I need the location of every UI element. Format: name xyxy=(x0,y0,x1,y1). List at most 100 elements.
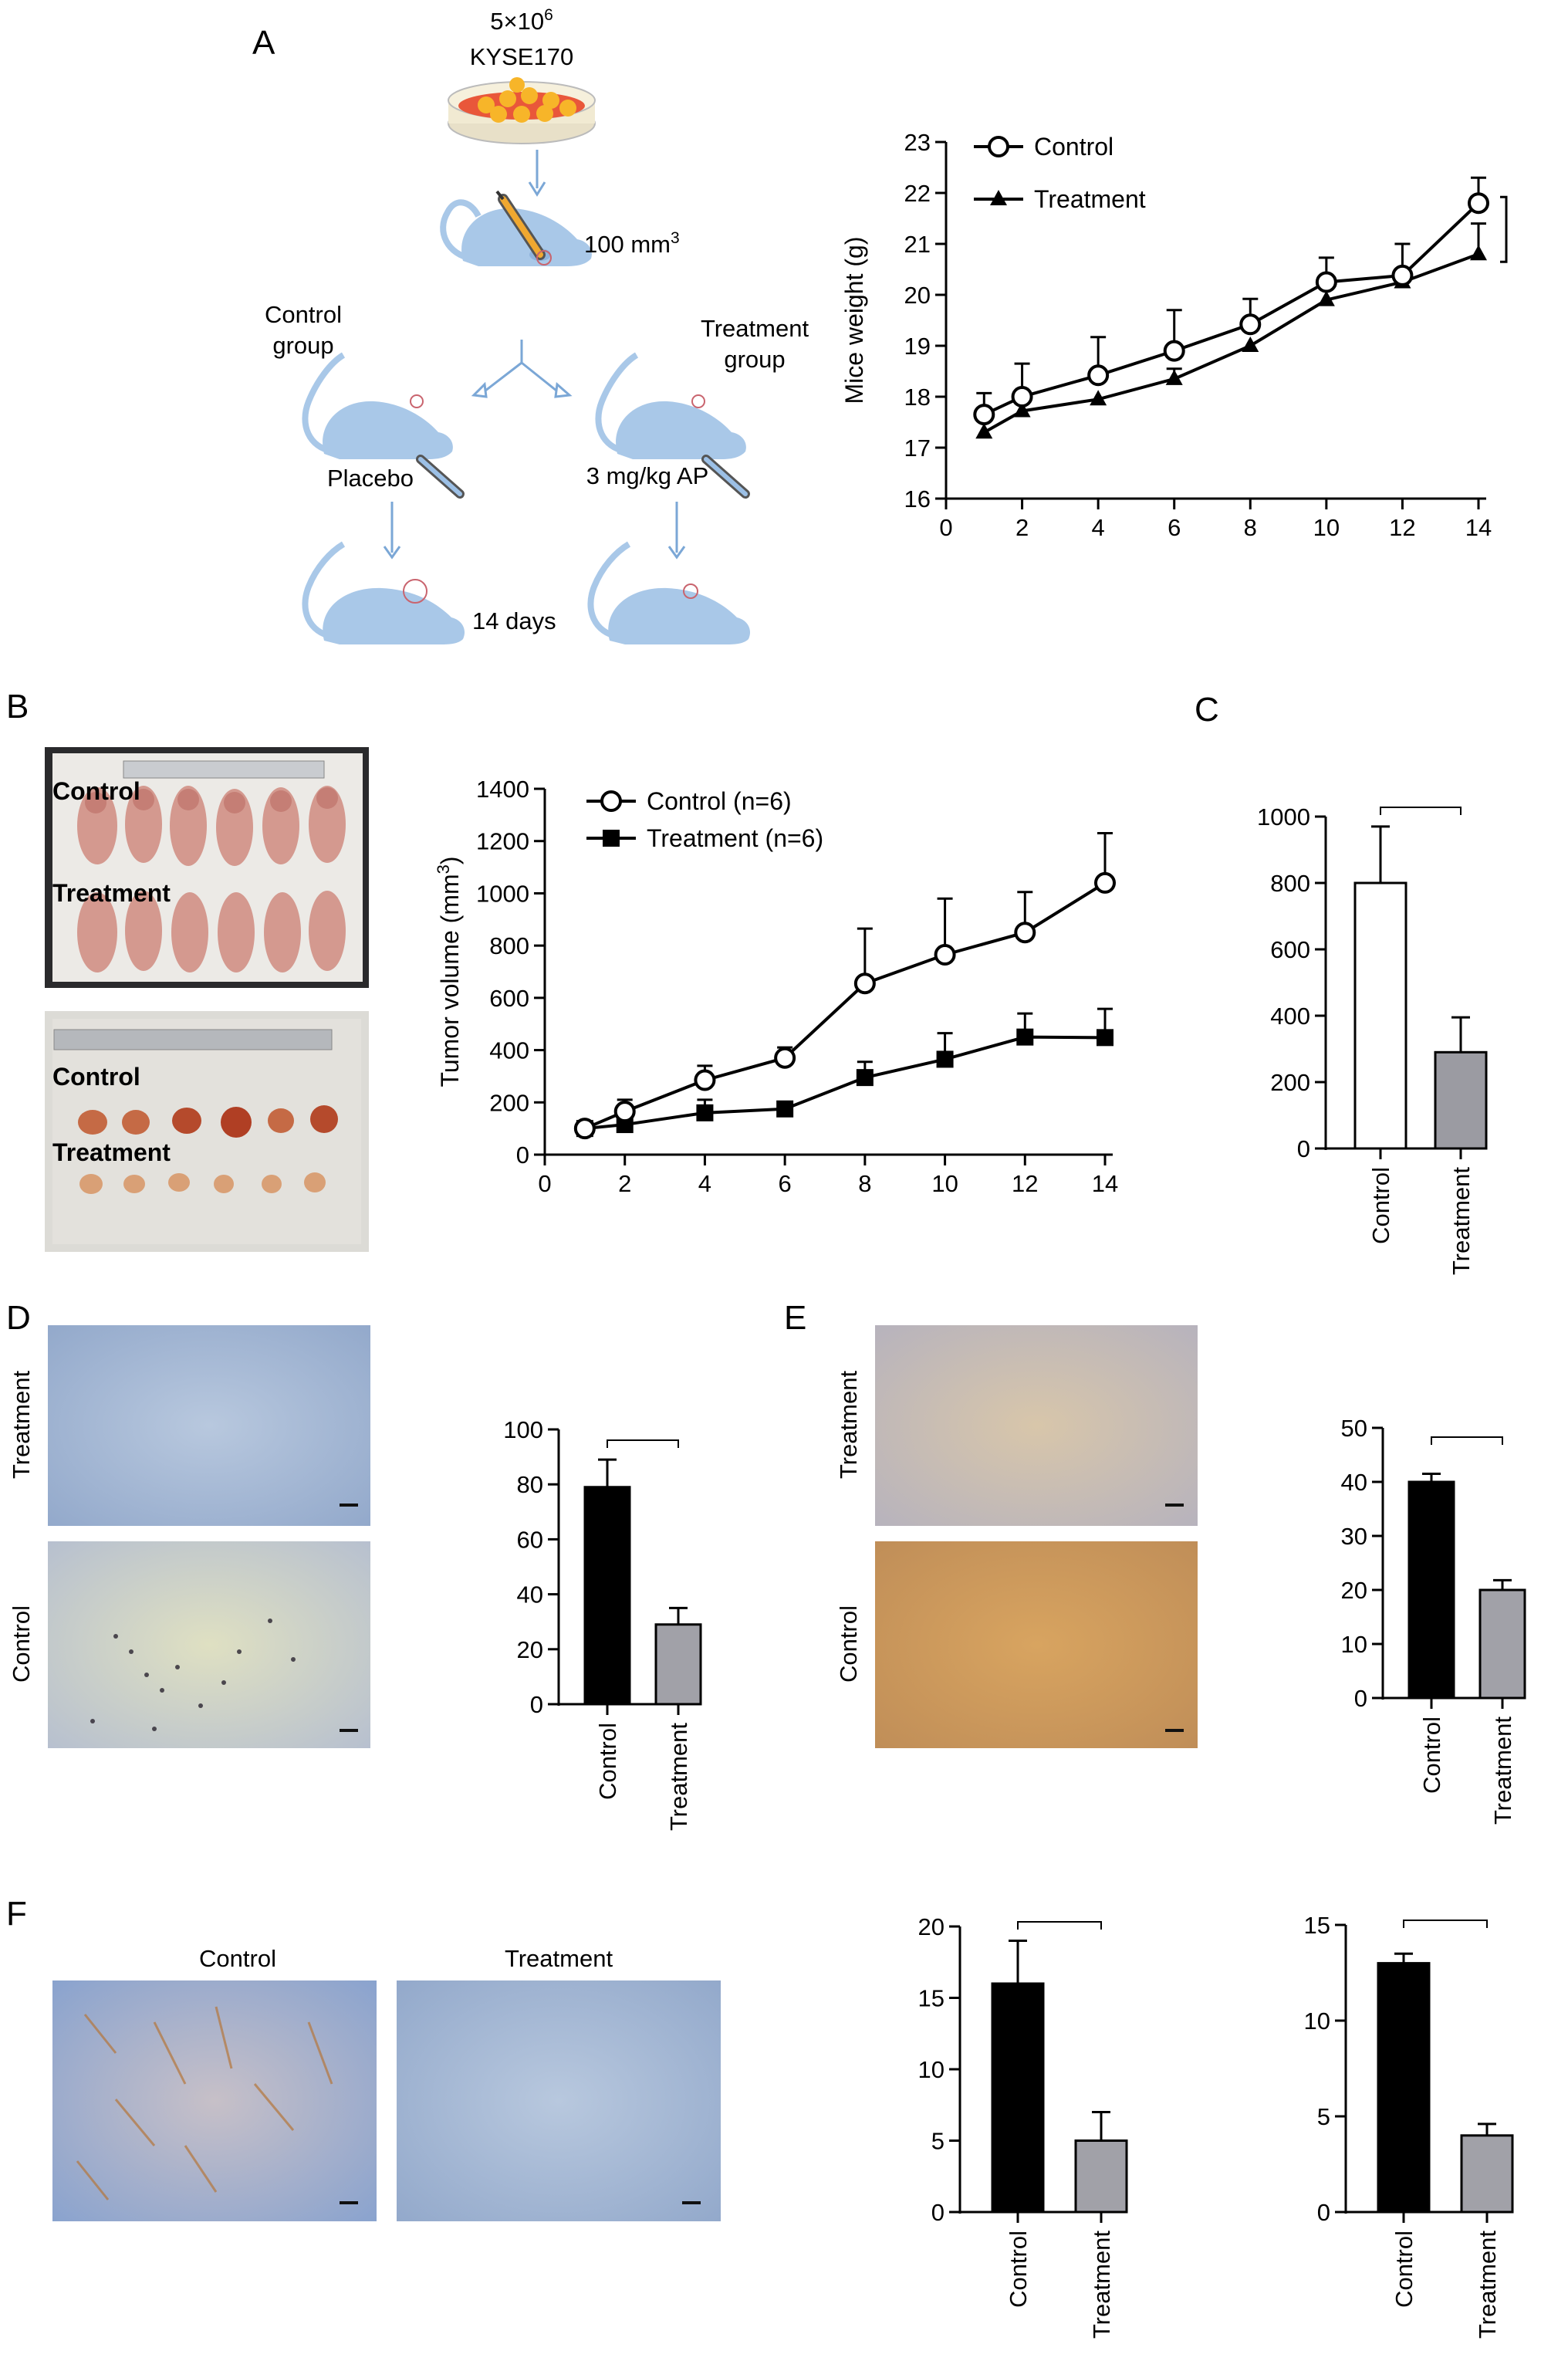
significance-bracket xyxy=(1380,807,1462,815)
y-tick-label: 50 xyxy=(1341,1415,1367,1442)
x-tick-label: Treatment xyxy=(665,1723,692,1832)
data-point xyxy=(856,1069,874,1087)
image-label-control: Control xyxy=(199,1945,276,1972)
x-tick-label: 10 xyxy=(931,1170,958,1197)
x-tick-label: 4 xyxy=(1092,514,1105,541)
legend-label: Control xyxy=(1034,133,1113,161)
y-tick-label: 22 xyxy=(904,180,931,207)
significance-bracket xyxy=(1431,1436,1503,1445)
data-point xyxy=(696,1104,714,1121)
chart-mmp9: 0 20 40 60 80 100 Control Treatment xyxy=(503,1416,702,1832)
bar xyxy=(1377,1962,1431,2214)
bar xyxy=(1074,2139,1128,2214)
x-tick-label: 2 xyxy=(618,1170,631,1197)
data-point xyxy=(973,404,995,426)
cd31-image-control xyxy=(52,1980,377,2221)
split-arrow-icon xyxy=(471,340,573,398)
panel-a: A 5×106 KYSE170 xyxy=(252,6,1508,644)
syringe-icon xyxy=(416,455,465,499)
photo-mice: Control Treatment xyxy=(45,747,369,988)
x-tick-label: Control xyxy=(1005,2231,1032,2308)
y-tick-label: 1200 xyxy=(476,828,529,855)
syringe-icon xyxy=(495,190,546,260)
y-tick-label: 1000 xyxy=(476,880,529,907)
y-axis-label: Mice weight (g) xyxy=(840,237,868,404)
panel-letter-d: D xyxy=(6,1299,31,1337)
data-point xyxy=(774,1047,796,1069)
data-point xyxy=(1016,1028,1034,1046)
bar xyxy=(583,1486,631,1706)
panel-e: E Treatment Control 0 10 20 30 40 50 Control Tr… xyxy=(784,1299,1526,1825)
duration-label: 14 days xyxy=(472,607,556,634)
control-group-label-1: Control xyxy=(265,301,342,328)
legend-label: Treatment xyxy=(1034,185,1146,213)
bar xyxy=(1460,2134,1514,2214)
legend-label: Treatment (n=6) xyxy=(647,824,823,852)
data-point xyxy=(1094,871,1116,894)
panel-letter-c: C xyxy=(1195,691,1219,729)
y-tick-label: 40 xyxy=(1341,1469,1367,1496)
control-group-label-2: group xyxy=(272,332,333,359)
data-point xyxy=(1011,386,1033,408)
chart-vascularized-area: 0 5 10 15 Control Treatment xyxy=(1304,1912,1514,2339)
data-point xyxy=(1097,1029,1113,1047)
x-tick-label: 6 xyxy=(779,1170,792,1197)
y-tick-label: 0 xyxy=(1354,1685,1367,1712)
x-tick-label: Treatment xyxy=(1474,2231,1501,2339)
x-tick-label: 8 xyxy=(1244,514,1257,541)
image-label-treatment: Treatment xyxy=(505,1945,613,1972)
x-tick-label: Control xyxy=(1418,1717,1445,1794)
bar xyxy=(1353,881,1407,1150)
significance-bracket xyxy=(1403,1920,1488,1928)
tumor-marker-icon xyxy=(536,250,552,266)
y-tick-label: 20 xyxy=(918,1913,945,1940)
y-tick-label: 0 xyxy=(530,1691,543,1718)
data-point xyxy=(1014,922,1036,944)
cd31-image-treatment xyxy=(397,1980,721,2221)
legend-marker xyxy=(988,136,1009,157)
photo-label-treatment: Treatment xyxy=(52,879,171,907)
image-label-control: Control xyxy=(835,1605,862,1683)
y-tick-label: 200 xyxy=(489,1089,529,1116)
x-tick-label: 12 xyxy=(1012,1170,1038,1197)
y-tick-label: 15 xyxy=(1304,1912,1330,1939)
photo-label-treatment: Treatment xyxy=(52,1138,171,1166)
syringe-icon xyxy=(701,455,750,499)
image-label-control: Control xyxy=(8,1605,35,1683)
x-tick-label: Control xyxy=(1391,2231,1418,2308)
dose-label: 3 mg/kg AP xyxy=(586,462,709,489)
x-tick-label: Treatment xyxy=(1448,1167,1475,1276)
x-tick-label: 4 xyxy=(698,1170,711,1197)
series-line xyxy=(983,201,1480,416)
y-tick-label: 60 xyxy=(517,1526,543,1553)
data-point xyxy=(936,1050,954,1068)
ihc-image-treatment xyxy=(875,1325,1198,1526)
y-tick-label: 400 xyxy=(1270,1003,1310,1030)
data-point xyxy=(1165,369,1183,385)
y-tick-label: 80 xyxy=(517,1471,543,1498)
scale-bar xyxy=(340,2201,358,2204)
legend-marker xyxy=(990,190,1007,205)
y-tick-label: 5 xyxy=(931,2128,945,2155)
bar xyxy=(1478,1588,1526,1700)
x-tick-label: 10 xyxy=(1313,514,1340,541)
panel-letter-b: B xyxy=(6,688,29,726)
data-point xyxy=(1013,401,1031,418)
x-tick-label: Control xyxy=(594,1723,621,1800)
chart-mice-weight: 16 17 18 19 20 21 22 23 0 2 4 6 8 10 12 14 Mice weight (… xyxy=(840,129,1508,541)
ihc-image-treatment xyxy=(48,1325,370,1526)
y-tick-label: 15 xyxy=(918,1985,945,2012)
y-tick-label: 600 xyxy=(489,985,529,1012)
x-tick-label: Control xyxy=(1367,1167,1394,1244)
data-point xyxy=(1391,264,1414,286)
y-tick-label: 16 xyxy=(904,485,931,512)
y-tick-label: 17 xyxy=(904,435,931,462)
panel-f: F Control Treatment 0 5 10 15 20 Control Treat… xyxy=(6,1895,1514,2339)
series-line xyxy=(584,881,1107,1130)
photo-label-control: Control xyxy=(52,777,140,805)
y-axis-label: Tumor volume (mm3) xyxy=(434,856,464,1087)
x-tick-label: 14 xyxy=(1465,514,1492,541)
panel-letter-f: F xyxy=(6,1895,27,1933)
y-tick-label: 800 xyxy=(489,932,529,959)
y-tick-label: 10 xyxy=(918,2056,945,2083)
